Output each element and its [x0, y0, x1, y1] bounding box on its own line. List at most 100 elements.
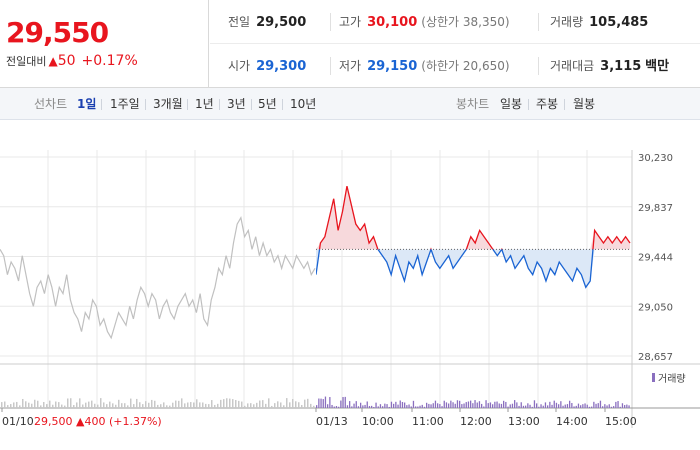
open-label: 시가	[228, 59, 251, 73]
today-volume-bar	[364, 404, 366, 408]
prev-volume-bar	[142, 404, 144, 408]
today-volume-bar	[333, 406, 335, 408]
today-volume-bar	[606, 405, 608, 408]
y-tick-label: 29,050	[638, 302, 673, 313]
prev-volume-bar	[199, 402, 201, 408]
today-volume-bar	[588, 406, 591, 408]
tab-monthly-candle[interactable]: 월봉	[573, 97, 596, 111]
tab-weekly-candle[interactable]: 주봉	[536, 97, 559, 111]
today-volume-bar	[454, 403, 456, 408]
lower-limit-value: 20,650)	[462, 59, 510, 73]
prev-volume-bar	[181, 398, 183, 408]
today-volume-bar	[474, 400, 476, 408]
upper-limit-label: (상한가	[421, 15, 460, 29]
tab-3-months[interactable]: 3개월	[153, 97, 183, 111]
volume-value: 105,485	[589, 15, 649, 30]
prev-volume-bar	[13, 402, 15, 408]
prev-volume-bar	[265, 403, 267, 408]
tab-5-years[interactable]: 5년	[258, 97, 277, 111]
y-tick-label: 28,657	[638, 352, 673, 363]
today-volume-bar	[496, 401, 498, 408]
price-chart-svg: 30,230 29,837 29,444 29,050 28,657 거래량 01/10 01…	[0, 150, 700, 428]
today-volume-bar	[456, 400, 459, 408]
today-volume-bar	[382, 406, 384, 408]
chart-period-tabs: 선차트 1일 1주일 3개월 1년 3년 5년 10년 봉차트 일봉 주봉 월봉	[0, 88, 700, 120]
today-volume-bar	[329, 397, 331, 408]
today-volume-bar	[452, 402, 454, 408]
trade-value-label: 거래대금	[550, 59, 595, 73]
y-tick-label: 29,444	[638, 253, 673, 264]
prev-volume-bar	[154, 400, 156, 408]
prev-volume-bar	[202, 402, 204, 408]
today-volume-bar	[423, 406, 426, 408]
prev-volume-bar	[34, 399, 36, 408]
today-volume-bar	[617, 401, 619, 408]
trade-value-unit: 백만	[645, 59, 670, 74]
today-volume-bar	[360, 402, 362, 408]
prev-volume-bar	[64, 405, 66, 408]
tab-daily-candle[interactable]: 일봉	[500, 97, 523, 111]
tab-3-years[interactable]: 3년	[227, 97, 246, 111]
today-volume-bar	[597, 403, 599, 408]
upper-limit-value: 38,350)	[462, 15, 510, 29]
today-volume-bar	[507, 406, 509, 408]
divider	[187, 99, 188, 110]
prev-volume-bar	[226, 398, 228, 408]
prev-volume-bar	[163, 402, 165, 408]
tab-1-year[interactable]: 1년	[195, 97, 214, 111]
prev-volume-bar	[22, 398, 24, 408]
prev-volume-bar	[16, 401, 18, 408]
prev-volume-bar	[19, 405, 21, 408]
x-tick-label: 15:00	[605, 415, 637, 428]
prev-close-stat: 전일 29,500	[228, 0, 306, 44]
prev-volume-bar	[256, 402, 258, 408]
prev-volume-bar	[253, 404, 255, 408]
high-value: 30,100	[367, 15, 418, 30]
x-tick-label: 10:00	[362, 415, 394, 428]
today-volume-bar	[439, 404, 441, 408]
today-volume-bar	[558, 404, 560, 408]
today-volume-bar	[366, 401, 368, 408]
today-volume-bar	[379, 404, 382, 408]
today-volume-bar	[437, 403, 439, 408]
prev-volume-bar	[88, 401, 90, 408]
divider	[564, 99, 565, 110]
today-volume-bar	[404, 402, 406, 408]
prev-volume-bar	[193, 402, 195, 408]
today-volume-bar	[619, 406, 621, 408]
prev-volume-bar	[211, 400, 213, 408]
prev-volume-bar	[175, 400, 177, 408]
today-volume-bar	[472, 403, 474, 408]
today-volume-bar	[520, 402, 522, 408]
price-summary: 29,550 전일대비 ▲50 +0.17% 전일 29,500 고가 30,100 (상…	[0, 0, 700, 88]
tab-1-week[interactable]: 1주일	[110, 97, 140, 111]
tab-10-years[interactable]: 10년	[290, 97, 317, 111]
today-volume-bar	[511, 403, 514, 408]
today-volume-bar	[599, 400, 602, 408]
today-volume-bar	[476, 402, 478, 408]
prev-volume-bar	[136, 398, 138, 408]
prev-volume-bar	[244, 405, 246, 408]
prev-volume-bar	[43, 402, 45, 408]
today-volume-bar	[591, 406, 593, 408]
divider	[538, 57, 539, 75]
today-volume-bar	[351, 406, 353, 408]
prev-volume-bar	[259, 400, 261, 408]
change-label: 전일대비	[6, 55, 47, 68]
prev-volume-bar	[121, 403, 123, 408]
today-volume-bar	[362, 405, 364, 408]
prev-volume-bar	[187, 402, 189, 408]
today-volume-bar	[498, 403, 500, 408]
divider	[145, 99, 146, 110]
today-volume-bar	[531, 406, 533, 408]
change-percent: +0.17%	[81, 53, 138, 69]
today-volume-bar	[533, 400, 536, 408]
tab-1-day[interactable]: 1일	[77, 97, 97, 111]
today-volume-bar	[514, 400, 516, 408]
x-tick-label: 01/13	[316, 415, 348, 428]
today-volume-bar	[443, 400, 445, 408]
prev-volume-bar	[220, 399, 222, 408]
divider	[330, 13, 331, 31]
x-tick-label: 14:00	[556, 415, 588, 428]
prev-volume-bar	[196, 399, 198, 408]
